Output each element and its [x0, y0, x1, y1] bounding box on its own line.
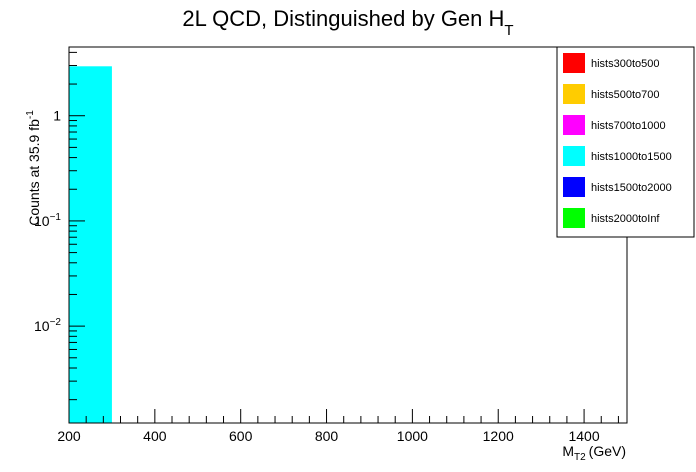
x-tick-label-1400: 1400 [568, 428, 599, 444]
y-tick-label-base-2: 10 [34, 318, 50, 334]
y-tick-label-exp-1: −1 [50, 212, 62, 223]
x-tick-label-600: 600 [229, 428, 253, 444]
y-axis-label-sup: -1 [25, 110, 36, 119]
legend-swatch-hists2000toInf [563, 208, 585, 228]
legend-swatch-hists500to700 [563, 84, 585, 104]
plot-frame [68, 46, 628, 424]
x-axis-label-main: M [562, 443, 574, 459]
legend-swatch-hists700to1000 [563, 115, 585, 135]
y-axis-label-main: Counts at 35.9 fb [26, 119, 42, 226]
legend-label-hists2000toInf: hists2000toInf [591, 213, 660, 225]
x-tick-label-400: 400 [143, 428, 167, 444]
legend-swatch-hists1500to2000 [563, 177, 585, 197]
chart-title: 2L QCD, Distinguished by Gen HT [182, 6, 513, 39]
legend-label-hists700to1000: hists700to1000 [591, 120, 666, 132]
x-tick-label-200: 200 [57, 428, 81, 444]
x-axis-label-unit: (GeV) [589, 443, 626, 459]
legend-label-hists300to500: hists300to500 [591, 58, 660, 70]
y-tick-label-exp-2: −2 [50, 317, 62, 328]
legend-swatch-hists300to500 [563, 53, 585, 73]
ticks-layer [68, 51, 619, 423]
y-tick-label-base-1: 10 [34, 213, 50, 229]
y-axis-label: Counts at 35.9 fb-1 [25, 110, 42, 226]
y-tick-label-1: 10−1 [34, 212, 61, 229]
legend-label-hists1500to2000: hists1500to2000 [591, 182, 672, 194]
legend: hists300to500 hists500to700 hists700to1000… [556, 46, 695, 238]
x-tick-labels: 200 400 600 800 1000 1200 1400 [57, 428, 600, 444]
chart-title-sub: T [504, 22, 513, 39]
legend-box [556, 46, 695, 238]
chart-title-main: 2L QCD, Distinguished by Gen H [182, 6, 504, 31]
x-tick-label-800: 800 [315, 428, 339, 444]
y-tick-label-0: 1 [53, 108, 61, 124]
legend-swatch-hists1000to1500 [563, 146, 585, 166]
x-axis-label-sub: T2 [574, 452, 586, 463]
y-tick-label-2: 10−2 [34, 317, 61, 334]
x-axis-label: MT2 (GeV) [562, 443, 626, 463]
legend-label-hists1000to1500: hists1000to1500 [591, 151, 672, 163]
x-tick-label-1000: 1000 [397, 428, 428, 444]
y-tick-labels: 110−110−2 [34, 108, 61, 334]
legend-label-hists500to700: hists500to700 [591, 89, 660, 101]
x-tick-label-1200: 1200 [483, 428, 514, 444]
